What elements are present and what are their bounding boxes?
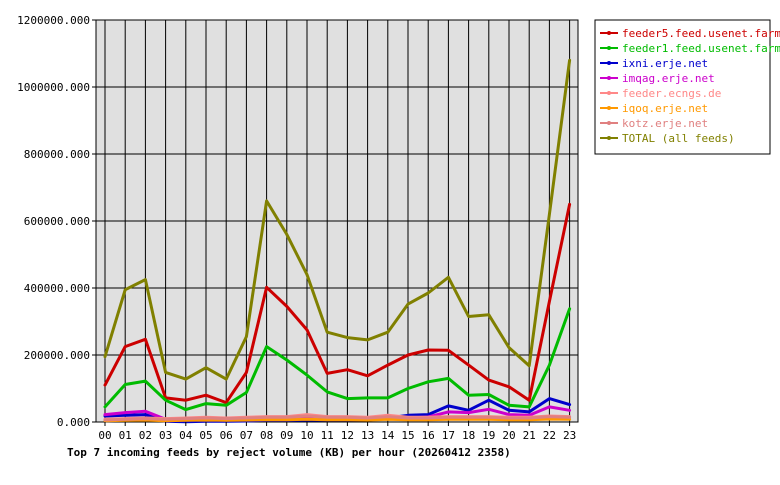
legend-marker-7 — [607, 136, 611, 140]
x-tick-label: 17 — [442, 429, 455, 442]
x-tick-label: 14 — [381, 429, 395, 442]
legend-marker-0 — [607, 31, 611, 35]
x-tick-label: 00 — [98, 429, 111, 442]
x-tick-label: 15 — [401, 429, 414, 442]
x-tick-label: 04 — [179, 429, 193, 442]
x-tick-label: 20 — [502, 429, 515, 442]
legend-label-5: iqoq.erje.net — [622, 102, 708, 115]
x-tick-label: 01 — [119, 429, 132, 442]
legend-marker-2 — [607, 61, 611, 65]
y-tick-label: 1200000.000 — [17, 14, 90, 27]
y-tick-label: 1000000.000 — [17, 81, 90, 94]
x-tick-label: 22 — [543, 429, 556, 442]
x-tick-label: 02 — [139, 429, 152, 442]
series-lines — [103, 58, 572, 424]
series-line-6 — [103, 414, 572, 422]
legend-label-1: feeder1.feed.usenet.farm — [622, 42, 780, 55]
legend-marker-4 — [607, 91, 611, 95]
legend-label-4: feeder.ecngs.de — [622, 87, 721, 100]
legend-label-6: kotz.erje.net — [622, 117, 708, 130]
legend-marker-5 — [607, 106, 611, 110]
series-line-5 — [103, 417, 572, 423]
x-tick-label: 06 — [220, 429, 233, 442]
y-tick-label: 400000.000 — [24, 282, 90, 295]
x-tick-label: 07 — [240, 429, 253, 442]
y-tick-label: 200000.000 — [24, 349, 90, 362]
legend-marker-3 — [607, 76, 611, 80]
x-tick-label: 23 — [563, 429, 576, 442]
legend: feeder5.feed.usenet.farm feeder1.feed.use… — [594, 19, 780, 155]
series-line-0 — [103, 202, 572, 405]
x-tick-label: 13 — [361, 429, 374, 442]
x-tick-label: 11 — [321, 429, 334, 442]
x-tick-label: 12 — [341, 429, 354, 442]
series-line-1 — [103, 307, 572, 412]
x-tick-label: 08 — [260, 429, 273, 442]
y-tick-label: 600000.000 — [24, 215, 90, 228]
x-tick-label: 18 — [462, 429, 475, 442]
axes: 0.000 200000.000 400000.000 600000.000 80000… — [17, 14, 576, 442]
legend-label-7: TOTAL (all feeds) — [622, 132, 735, 145]
chart-title: Top 7 incoming feeds by reject volume (K… — [67, 446, 511, 459]
legend-label-0: feeder5.feed.usenet.farm — [622, 27, 780, 40]
x-tick-label: 09 — [280, 429, 293, 442]
legend-marker-1 — [607, 46, 611, 50]
legend-label-3: imqag.erje.net — [622, 72, 715, 85]
y-tick-label: 0.000 — [57, 416, 90, 429]
legend-box — [594, 19, 771, 155]
x-tick-label: 16 — [422, 429, 435, 442]
legend-marker-6 — [607, 121, 611, 125]
series-line-7 — [103, 58, 572, 381]
x-tick-label: 05 — [199, 429, 212, 442]
x-tick-label: 03 — [159, 429, 172, 442]
x-tick-label: 21 — [523, 429, 536, 442]
x-tick-label: 19 — [482, 429, 495, 442]
legend-label-2: ixni.erje.net — [622, 57, 708, 70]
x-tick-label: 10 — [300, 429, 313, 442]
y-tick-label: 800000.000 — [24, 148, 90, 161]
